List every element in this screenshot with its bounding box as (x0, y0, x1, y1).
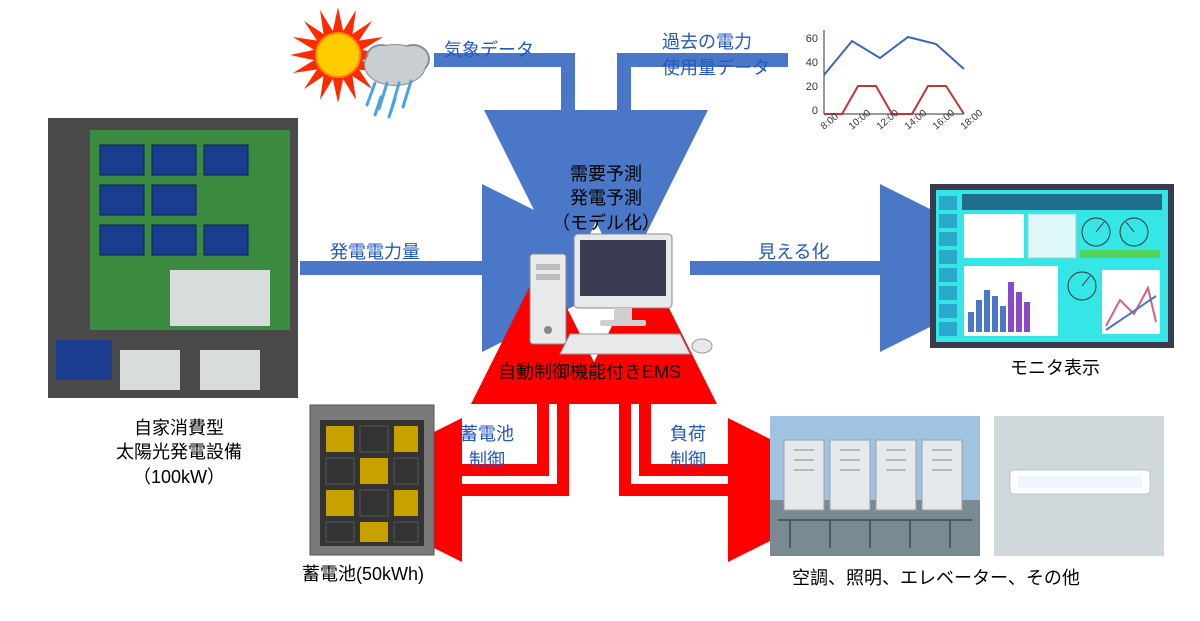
label-weather: 気象データ (444, 36, 534, 62)
label-past-data: 過去の電力 使用量データ (662, 28, 770, 80)
solar-photo (48, 118, 298, 398)
hvac-photo (770, 416, 980, 556)
label-load-caption: 空調、照明、エレベーター、その他 (792, 566, 1080, 590)
ems-computer-icon (530, 234, 712, 354)
label-ems-top: 需要予測 発電予測 （モデル化） (536, 162, 676, 235)
diagram-canvas: 0 20 40 60 8:00 10:00 12:00 14:00 16:00 … (0, 0, 1200, 621)
arrow-weather (434, 60, 568, 138)
label-battery-caption: 蓄電池(50kWh) (302, 562, 424, 586)
svg-text:60: 60 (806, 33, 818, 45)
cloud-rain-icon (365, 45, 429, 117)
monitor-dashboard (930, 184, 1174, 348)
light-photo (994, 416, 1164, 556)
label-visualize: 見える化 (758, 238, 829, 264)
label-battery-ctrl: 蓄電池 制御 (460, 420, 514, 472)
svg-text:40: 40 (806, 57, 818, 69)
label-generation: 発電電力量 (330, 238, 420, 264)
svg-text:0: 0 (812, 105, 818, 117)
label-load-ctrl: 負荷 制御 (670, 420, 706, 472)
svg-text:20: 20 (806, 81, 818, 93)
battery-photo (310, 405, 434, 555)
label-ems-bottom: 自動制御機能付きEMS (498, 360, 681, 384)
label-monitor-caption: モニタ表示 (1010, 356, 1100, 380)
label-solar-caption: 自家消費型 太陽光発電設備 （100kW） (94, 416, 264, 489)
past-usage-chart: 0 20 40 60 8:00 10:00 12:00 14:00 16:00 … (792, 22, 985, 142)
